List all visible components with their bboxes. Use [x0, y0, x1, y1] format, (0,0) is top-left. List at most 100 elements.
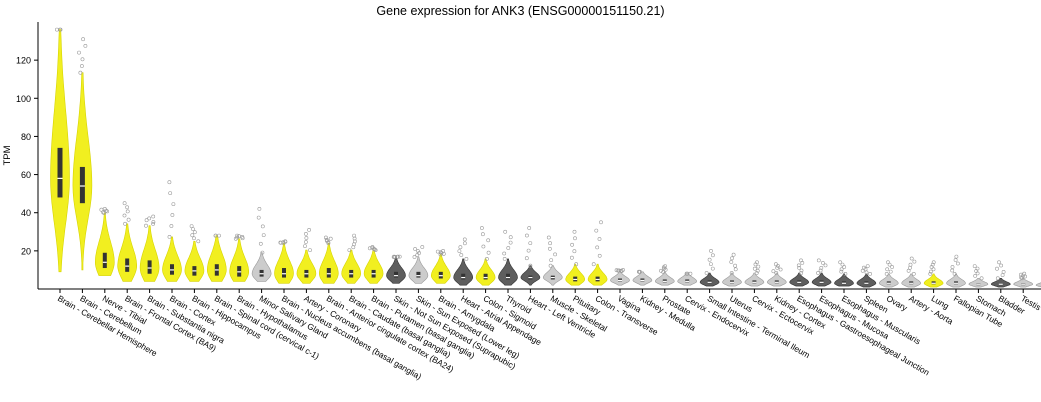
violin: [475, 258, 496, 286]
iqr-box: [416, 271, 421, 278]
outlier-point: [525, 233, 529, 238]
outlier-point: [797, 265, 802, 270]
outlier-point: [528, 263, 533, 268]
outlier-point: [308, 248, 312, 253]
outlier-point: [258, 241, 263, 246]
outlier-point: [486, 238, 491, 243]
outlier-point: [167, 234, 172, 239]
outlier-point: [865, 264, 870, 269]
violin: [162, 236, 182, 282]
outlier-point: [621, 267, 625, 272]
outlier-point: [304, 236, 309, 240]
outlier-point: [58, 27, 63, 32]
iqr-box: [147, 260, 152, 274]
outlier-point: [457, 249, 462, 254]
outlier-point: [594, 228, 599, 233]
y-tick-label: 60: [21, 170, 31, 180]
outlier-point: [80, 64, 84, 68]
violin: [139, 225, 160, 282]
outlier-point: [151, 214, 156, 219]
outlier-point: [479, 226, 484, 230]
outlier-point: [755, 268, 760, 273]
outlier-point: [711, 253, 715, 258]
outlier-point: [707, 257, 712, 262]
outlier-point: [597, 237, 602, 241]
outlier-point: [843, 271, 848, 276]
violin: [184, 241, 205, 282]
outlier-point: [908, 265, 912, 270]
outlier-point: [151, 220, 156, 224]
outlier-point: [838, 260, 843, 265]
outlier-point: [256, 215, 261, 220]
outlier-point: [995, 276, 1000, 281]
outlier-point: [909, 256, 914, 261]
outlier-point: [464, 256, 469, 261]
outlier-point: [1022, 271, 1027, 276]
outlier-point: [260, 250, 265, 255]
y-tick-label: 80: [21, 132, 31, 142]
outlier-point: [415, 253, 420, 257]
violin: [587, 263, 608, 286]
outlier-point: [102, 211, 107, 216]
outlier-point: [972, 264, 977, 269]
violin: [229, 238, 249, 282]
outlier-point: [912, 259, 917, 264]
violin: [542, 265, 563, 286]
outlier-point: [168, 191, 173, 196]
outlier-point: [283, 239, 288, 244]
outlier-point: [328, 236, 333, 241]
outlier-point: [1021, 273, 1026, 278]
outlier-point: [192, 230, 197, 235]
outlier-point: [462, 241, 467, 246]
outlier-point: [508, 235, 513, 240]
outlier-point: [570, 255, 574, 260]
violin: [318, 242, 339, 284]
outlier-point: [237, 234, 241, 239]
outlier-point: [954, 254, 959, 259]
outlier-point: [774, 262, 778, 267]
violin: [274, 242, 294, 284]
outlier-point: [257, 206, 262, 211]
outlier-point: [906, 268, 911, 273]
y-tick-label: 100: [16, 94, 31, 104]
outlier-point: [458, 245, 463, 250]
outlier-point: [80, 57, 85, 62]
iqr-box: [394, 271, 398, 278]
outlier-point: [572, 229, 577, 234]
iqr-box: [483, 273, 488, 280]
outlier-point: [125, 209, 130, 214]
outlier-point: [548, 241, 553, 246]
violin: [632, 271, 653, 286]
outlier-point: [821, 260, 825, 265]
outlier-point: [952, 271, 957, 276]
iqr-box: [506, 273, 510, 280]
outlier-point: [167, 180, 172, 185]
outlier-point: [816, 271, 820, 275]
outlier-point: [864, 270, 869, 275]
outlier-point: [659, 268, 663, 273]
outlier-point: [502, 256, 507, 261]
iqr-box: [57, 147, 63, 198]
outlier-point: [481, 244, 486, 249]
outlier-point: [484, 256, 489, 261]
violin: [408, 256, 429, 284]
outlier-point: [799, 268, 804, 273]
outlier-point: [480, 232, 485, 237]
outlier-point: [417, 251, 422, 255]
outlier-point: [752, 266, 757, 271]
violin: [94, 212, 115, 276]
outlier-point: [573, 236, 577, 241]
outlier-point: [839, 269, 844, 274]
outlier-point: [546, 235, 551, 240]
outlier-point: [190, 233, 195, 238]
outlier-point: [778, 267, 783, 272]
violin: [811, 272, 832, 287]
outlier-point: [122, 201, 127, 206]
outlier-point: [192, 236, 196, 241]
outlier-point: [771, 269, 776, 274]
outlier-point: [420, 245, 425, 249]
outlier-point: [1000, 273, 1005, 278]
outlier-point: [796, 263, 801, 268]
